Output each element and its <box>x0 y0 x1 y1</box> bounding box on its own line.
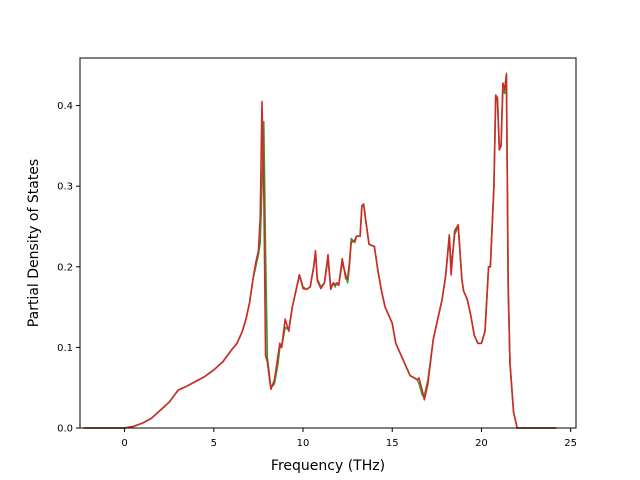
series-layer <box>83 72 557 429</box>
y-tick-label: 0.1 <box>57 343 73 354</box>
y-axis-label: Partial Density of States <box>26 159 42 327</box>
y-tick-label: 0.3 <box>57 182 73 193</box>
x-tick-label: 25 <box>564 438 577 449</box>
y-tick-label: 0.2 <box>57 262 73 273</box>
y-tick-label: 0.4 <box>57 101 73 112</box>
x-tick-label: 5 <box>211 438 217 449</box>
y-tick-label: 0.0 <box>57 424 73 435</box>
x-tick-label: 20 <box>475 438 488 449</box>
series-line-2 <box>83 74 557 429</box>
x-tick-label: 0 <box>121 438 127 449</box>
x-axis-label: Frequency (THz) <box>271 458 385 474</box>
x-axis-ticks: 0 5 10 15 20 25 <box>121 428 577 449</box>
y-axis-ticks: 0.0 0.1 0.2 0.3 0.4 <box>57 101 80 435</box>
x-tick-label: 10 <box>297 438 310 449</box>
plot-frame <box>79 57 577 429</box>
x-tick-label: 15 <box>386 438 399 449</box>
